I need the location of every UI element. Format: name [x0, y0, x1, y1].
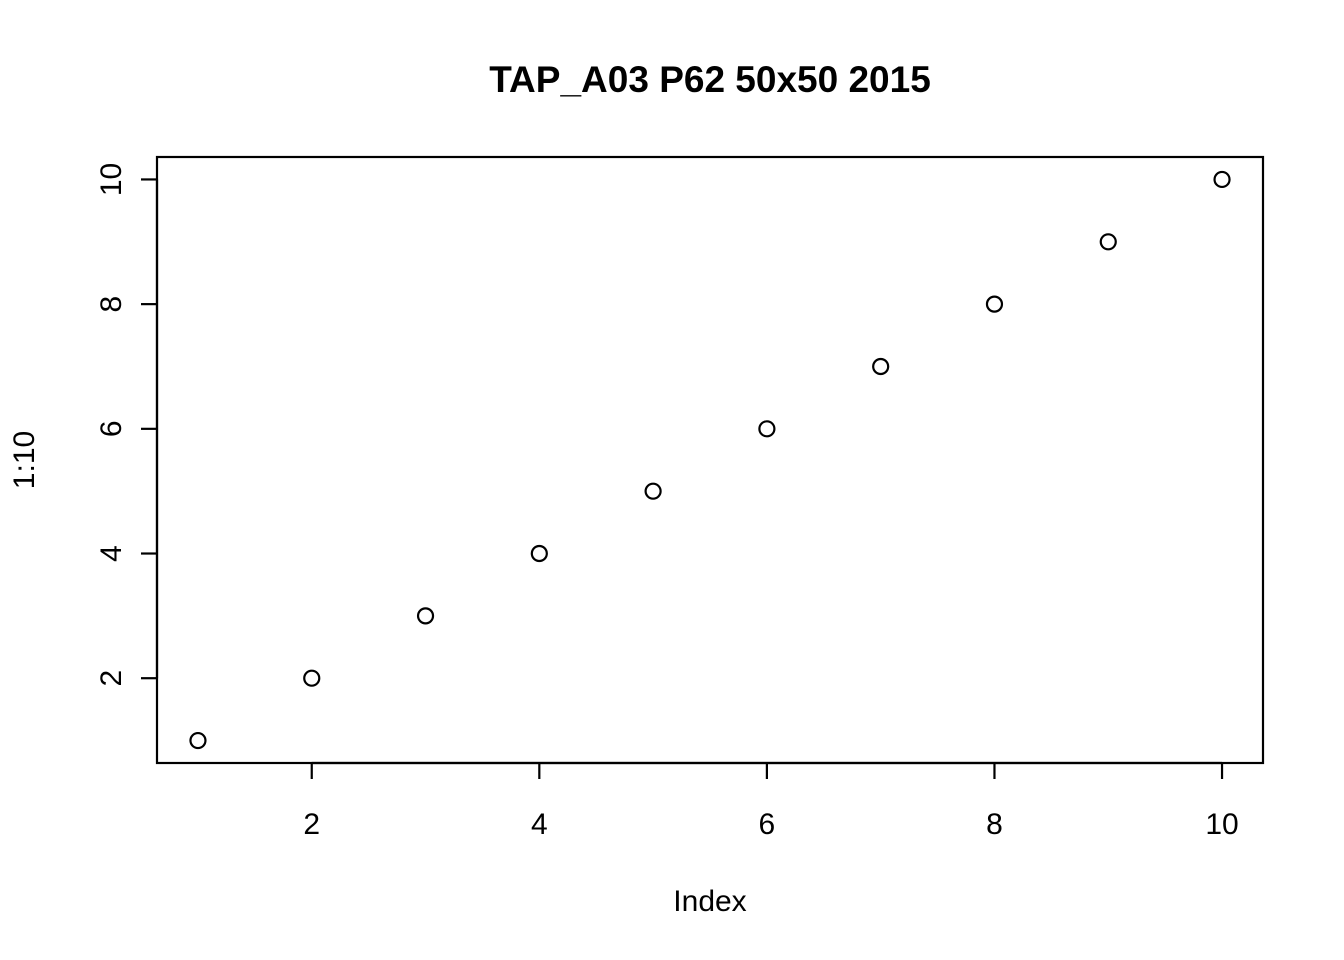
- y-tick-label: 2: [95, 670, 128, 687]
- data-point: [985, 295, 1004, 313]
- x-tick-label: 4: [531, 808, 548, 841]
- data-point: [303, 669, 321, 687]
- x-axis: 2 4 6 8 10: [303, 761, 1239, 841]
- y-axis: 2 4 6 8 10: [95, 163, 159, 687]
- x-tick-label: 2: [303, 808, 320, 841]
- y-tick-label: 10: [95, 163, 128, 196]
- data-point: [1099, 233, 1117, 251]
- data-point: [644, 482, 662, 500]
- y-tick-label: 6: [95, 420, 128, 437]
- data-point: [530, 544, 548, 563]
- data-point: [758, 420, 776, 438]
- y-axis-label: 1:10: [8, 431, 41, 489]
- y-tick-label: 4: [95, 545, 128, 562]
- data-points: [189, 170, 1231, 750]
- chart-title: TAP_A03 P62 50x50 2015: [489, 59, 931, 100]
- y-tick-label: 8: [95, 296, 128, 313]
- x-tick-label: 8: [986, 808, 1003, 841]
- data-point: [189, 731, 207, 750]
- x-tick-label: 10: [1205, 808, 1238, 841]
- x-tick-label: 6: [759, 808, 776, 841]
- data-point: [416, 607, 435, 625]
- data-point: [872, 357, 890, 376]
- data-point: [1213, 170, 1231, 189]
- x-axis-label: Index: [673, 885, 746, 918]
